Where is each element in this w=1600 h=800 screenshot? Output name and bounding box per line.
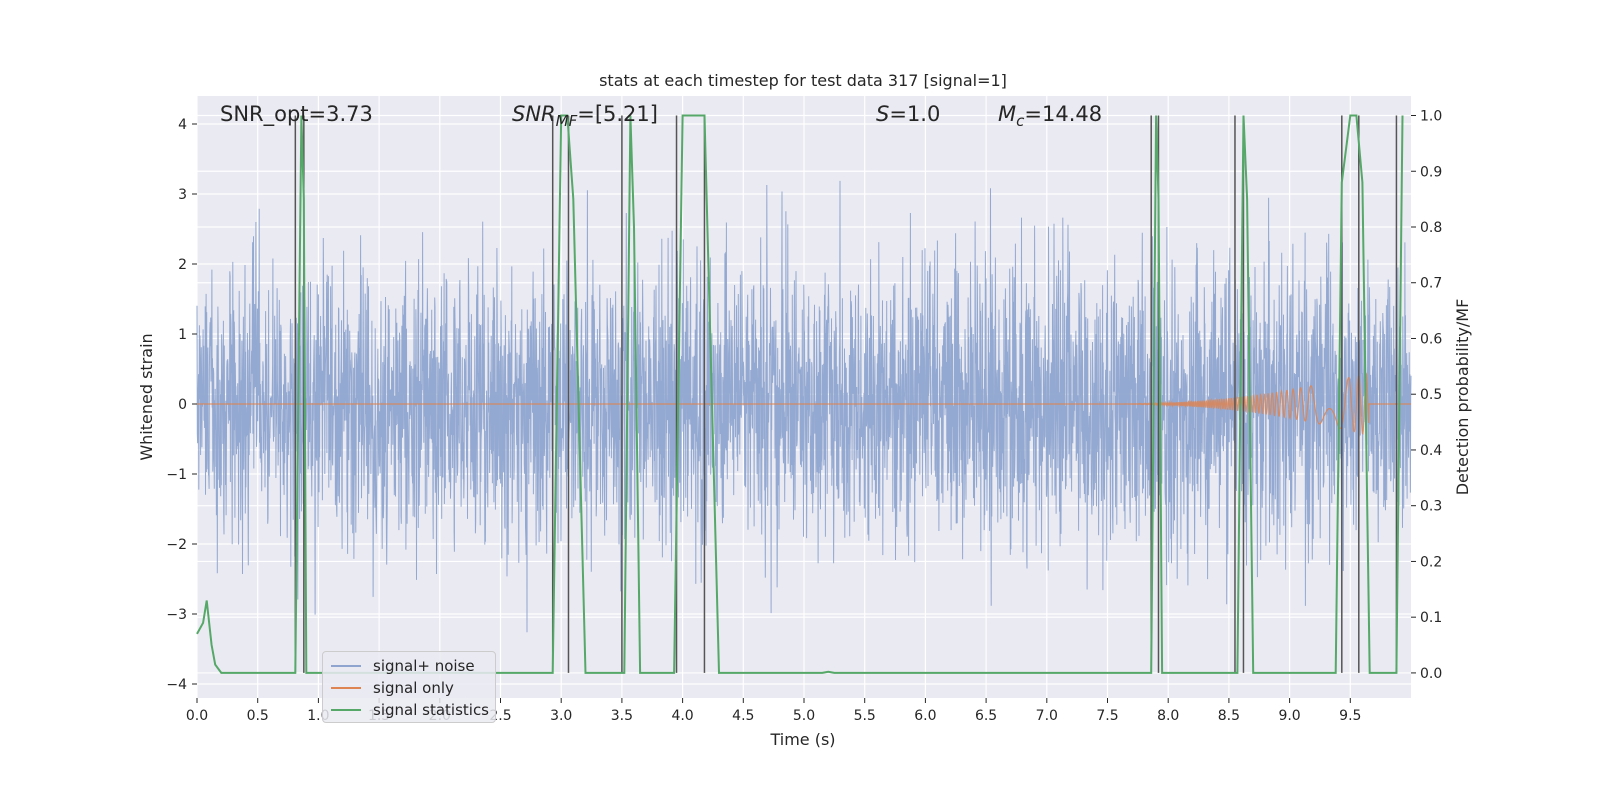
x-tick-label: 5.5: [854, 708, 876, 724]
y-right-tick-label: 0.6: [1420, 331, 1442, 347]
annotation-s: S=1.0: [876, 102, 940, 126]
signal-only-line: [197, 371, 1411, 436]
x-tick-label: 7.0: [1036, 708, 1058, 724]
y-right-tick-label: 0.3: [1420, 499, 1442, 515]
y-right-tick-label: 0.2: [1420, 554, 1442, 570]
x-tick-label: 8.0: [1157, 708, 1179, 724]
y-right-tick-label: 1.0: [1420, 109, 1442, 125]
legend-label-signal-only: signal only: [373, 679, 454, 697]
x-tick-label: 9.5: [1339, 708, 1361, 724]
x-tick-label: 5.0: [793, 708, 815, 724]
y-left-tick-label: −3: [166, 607, 187, 623]
y-axis-right-label: Detection probability/MF: [1453, 299, 1472, 496]
y-left-tick-label: −4: [166, 677, 187, 693]
y-axis-right-ticks: 1.0 0.9 0.8 0.7 0.6 0.5 0.4 0.3 0.2 0.1 0.0: [1411, 109, 1442, 682]
annotation-s-value: =1.0: [889, 102, 940, 126]
y-left-tick-label: −1: [166, 467, 187, 483]
x-axis-label: Time (s): [769, 730, 835, 749]
y-left-tick-label: 4: [178, 117, 187, 133]
annotation-snr-mf-symbol: SNR: [512, 102, 556, 126]
signal-statistics-series: [196, 114, 1404, 674]
signal-noise-line: [196, 180, 1412, 633]
y-right-tick-label: 0.8: [1420, 220, 1442, 236]
annotation-s-symbol: S: [876, 102, 889, 126]
x-tick-label: 8.5: [1218, 708, 1240, 724]
x-tick-label: 4.5: [732, 708, 754, 724]
x-tick-label: 9.0: [1278, 708, 1300, 724]
y-axis-left-label: Whitened strain: [137, 333, 156, 460]
chart-title: stats at each timestep for test data 317…: [599, 71, 1007, 90]
y-right-tick-label: 0.0: [1420, 666, 1442, 682]
legend-item-signal-only: signal only: [323, 677, 495, 699]
y-left-tick-label: −2: [166, 537, 187, 553]
legend-swatch-signal-noise: [331, 665, 361, 667]
legend-swatch-signal-only: [331, 687, 361, 689]
legend: signal+ noise signal only signal statist…: [322, 651, 496, 723]
y-left-tick-label: 3: [178, 187, 187, 203]
legend-swatch-signal-statistics: [331, 709, 361, 711]
signal-noise-series: [196, 180, 1412, 633]
y-left-tick-label: 2: [178, 257, 187, 273]
legend-label-signal-noise: signal+ noise: [373, 657, 475, 675]
y-right-tick-label: 0.7: [1420, 276, 1442, 292]
x-tick-label: 6.5: [975, 708, 997, 724]
annotation-snr-opt: SNR_opt=3.73: [220, 102, 373, 127]
x-tick-label: 6.0: [914, 708, 936, 724]
y-right-tick-label: 0.1: [1420, 610, 1442, 626]
y-right-tick-label: 0.5: [1420, 387, 1442, 403]
legend-item-signal-noise: signal+ noise: [323, 655, 495, 677]
signal-only-series: [197, 371, 1411, 436]
annotation-mc-symbol: M: [998, 102, 1016, 126]
legend-item-signal-statistics: signal statistics: [323, 699, 495, 721]
annotation-snr-mf-subscript: MF: [556, 112, 578, 130]
y-right-tick-label: 0.9: [1420, 164, 1442, 180]
legend-label-signal-statistics: signal statistics: [373, 701, 490, 719]
x-tick-label: 3.5: [611, 708, 633, 724]
y-axis-left-ticks: 4 3 2 1 0 −1 −2 −3 −4: [166, 117, 197, 693]
y-right-tick-label: 0.4: [1420, 443, 1442, 459]
annotation-snr-mf: SNRMF=[5.21]: [512, 102, 658, 130]
x-tick-label: 0.5: [247, 708, 269, 724]
x-tick-label: 7.5: [1096, 708, 1118, 724]
annotation-mc-value: =14.48: [1024, 102, 1102, 126]
x-tick-label: 0.0: [186, 708, 208, 724]
annotation-snr-mf-value: =[5.21]: [577, 102, 658, 126]
y-left-tick-label: 0: [178, 397, 187, 413]
annotation-mc-subscript: c: [1016, 112, 1025, 130]
y-left-tick-label: 1: [178, 327, 187, 343]
x-tick-label: 4.0: [671, 708, 693, 724]
annotation-mc: Mc=14.48: [998, 102, 1102, 130]
signal-statistics-line: [196, 114, 1404, 674]
x-tick-label: 3.0: [550, 708, 572, 724]
